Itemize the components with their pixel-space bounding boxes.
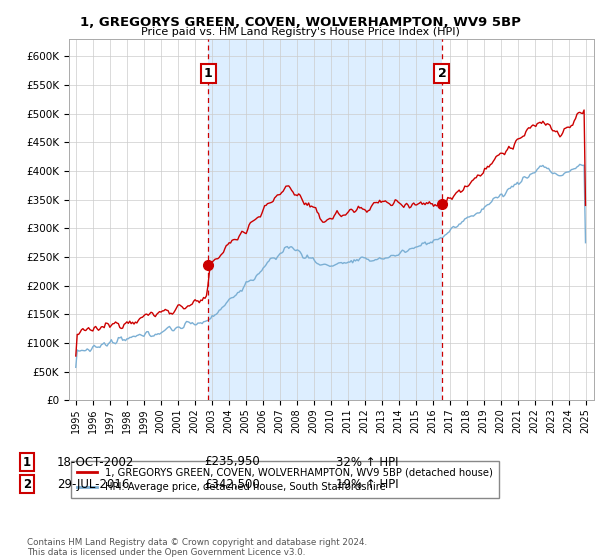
Text: 2: 2 [23, 478, 31, 491]
Bar [208, 39, 442, 400]
Text: 2: 2 [437, 67, 446, 80]
Text: 32% ↑ HPI: 32% ↑ HPI [336, 455, 398, 469]
Text: 1: 1 [23, 455, 31, 469]
Text: 19% ↑ HPI: 19% ↑ HPI [336, 478, 398, 491]
Text: 29-JUL-2016: 29-JUL-2016 [57, 478, 130, 491]
Text: 18-OCT-2002: 18-OCT-2002 [57, 455, 134, 469]
Legend: 1, GREGORYS GREEN, COVEN, WOLVERHAMPTON, WV9 5BP (detached house), HPI: Average : 1, GREGORYS GREEN, COVEN, WOLVERHAMPTON,… [71, 461, 499, 498]
Text: Contains HM Land Registry data © Crown copyright and database right 2024.
This d: Contains HM Land Registry data © Crown c… [27, 538, 367, 557]
Text: £235,950: £235,950 [204, 455, 260, 469]
Text: 1: 1 [204, 67, 212, 80]
Text: Price paid vs. HM Land Registry's House Price Index (HPI): Price paid vs. HM Land Registry's House … [140, 27, 460, 37]
Text: 1, GREGORYS GREEN, COVEN, WOLVERHAMPTON, WV9 5BP: 1, GREGORYS GREEN, COVEN, WOLVERHAMPTON,… [80, 16, 520, 29]
Text: £342,500: £342,500 [204, 478, 260, 491]
